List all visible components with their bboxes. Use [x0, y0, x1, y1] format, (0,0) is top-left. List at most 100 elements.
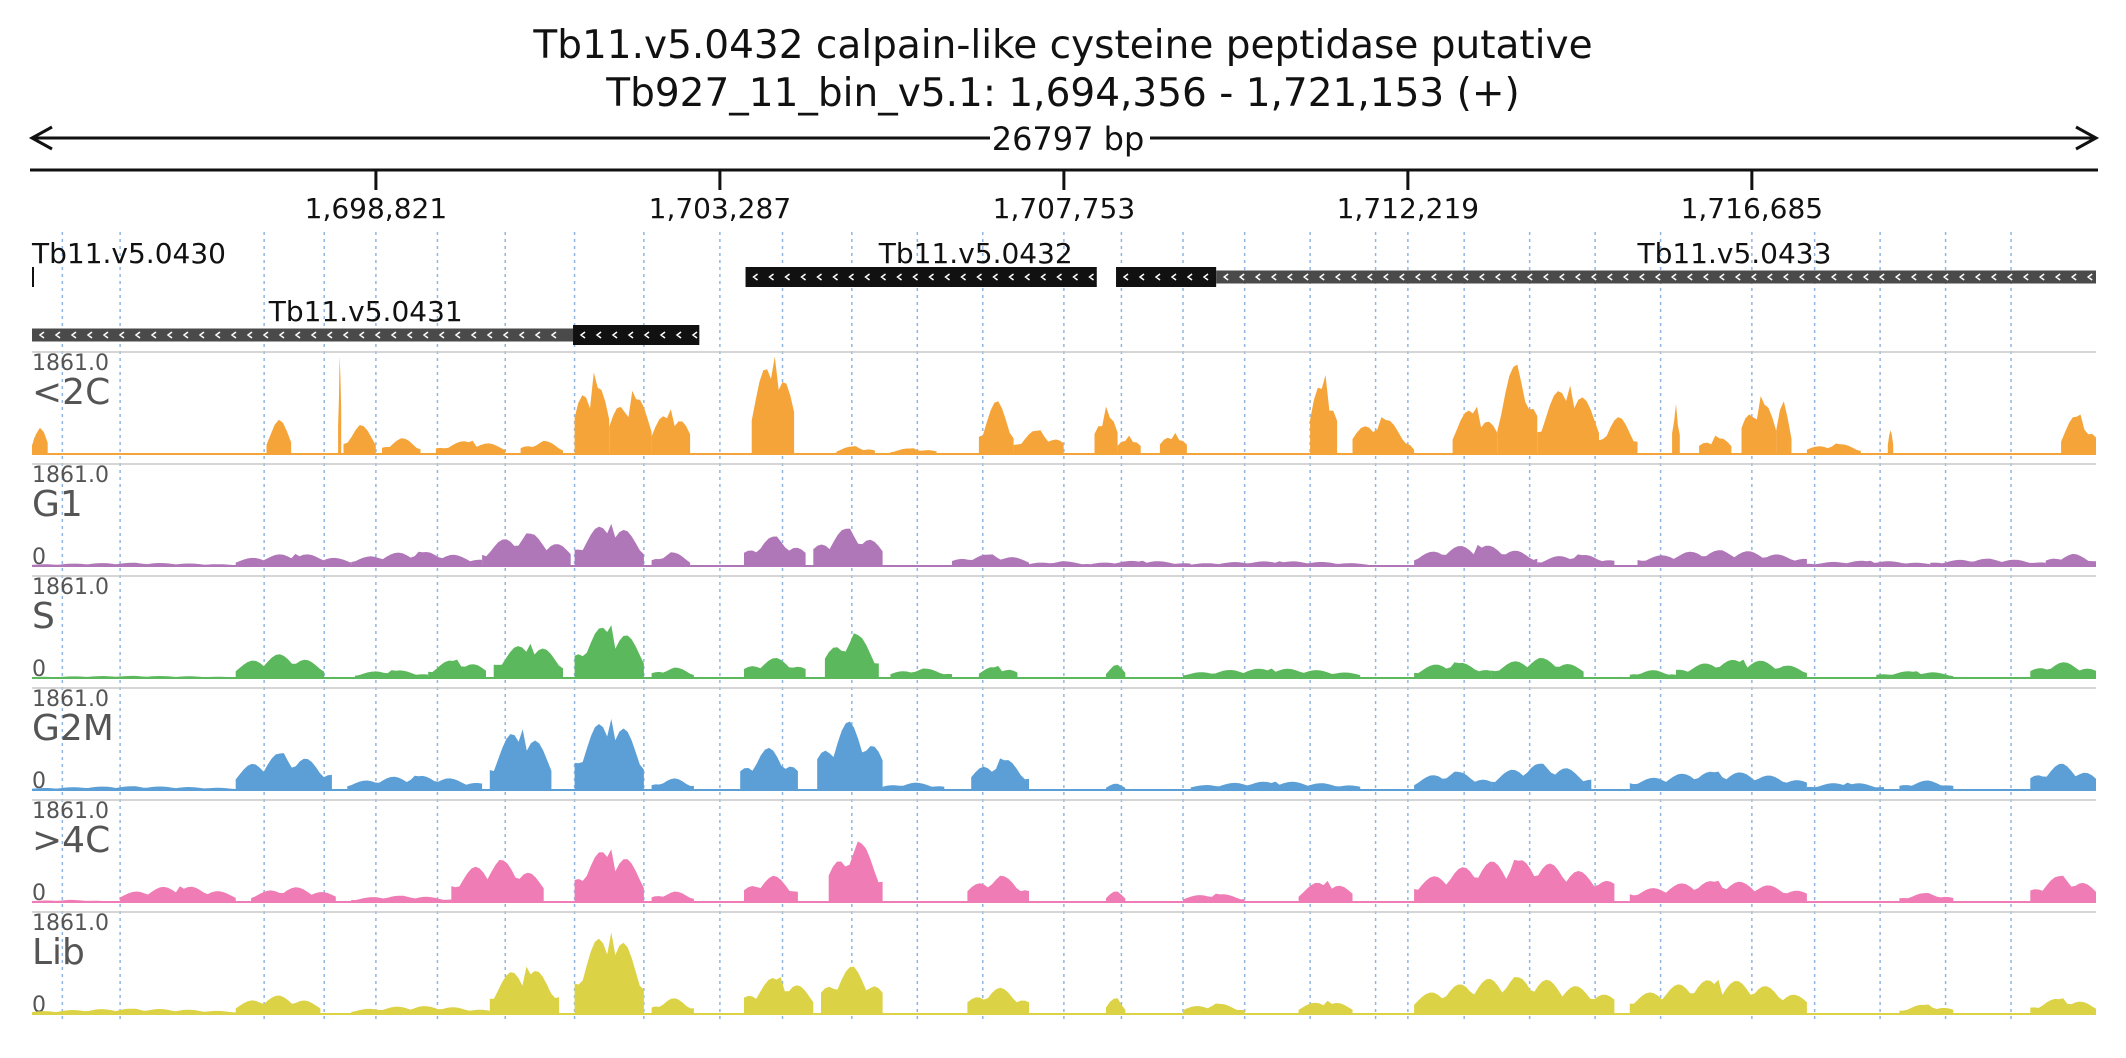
coverage-peak — [651, 667, 694, 678]
coverage-peak — [1741, 396, 1777, 454]
coverage-peak — [836, 446, 875, 454]
gene-label: Tb11.v5.0433 — [1636, 237, 1831, 270]
coverage-peak — [1106, 891, 1126, 902]
x-tick-label: 1,707,753 — [993, 192, 1136, 225]
track-name-label: <2C — [32, 372, 110, 413]
coverage-peak — [890, 668, 952, 678]
coverage-peak — [744, 977, 814, 1014]
coverage-peak — [1930, 558, 2046, 566]
coverage-peak — [1491, 658, 1584, 678]
coverage-peak — [2030, 998, 2096, 1014]
coverage-peak — [351, 895, 452, 902]
coverage-peak — [609, 390, 652, 454]
chart-subtitle: Tb927_11_bin_v5.1: 1,694,356 - 1,721,153… — [605, 71, 1519, 116]
coverage-peak — [482, 533, 571, 566]
coverage-peak — [1398, 443, 1415, 454]
coverage-peak — [890, 448, 937, 454]
coverage-peak — [1183, 1003, 1245, 1014]
coverage-peak — [1806, 560, 1931, 566]
coverage-peak — [813, 528, 883, 566]
coverage-peak — [32, 899, 105, 902]
gene-utr-segment — [32, 328, 574, 342]
coverage-peak — [351, 551, 483, 566]
x-tick-label: 1,698,821 — [305, 192, 448, 225]
span-arrow — [28, 125, 2100, 151]
gene-cds-segment — [1116, 267, 1217, 287]
coverage-peak — [235, 553, 352, 566]
coverage-peak — [1537, 385, 1599, 454]
coverage-peak — [740, 747, 798, 790]
coverage-peak — [338, 356, 342, 454]
coverage-peak — [1629, 771, 1807, 790]
coverage-peak — [744, 536, 806, 566]
coverage-peak — [32, 1008, 236, 1014]
coverage-peak — [1599, 417, 1638, 454]
track-max-label: 1861.0 — [32, 911, 109, 936]
coverage-peak — [824, 633, 879, 678]
coverage-peak — [1117, 435, 1141, 454]
coverage-peak — [978, 665, 1018, 678]
coverage-peak — [428, 659, 486, 678]
coverage-peak — [266, 419, 292, 454]
coverage-peak — [1414, 977, 1615, 1014]
coverage-peak — [967, 987, 1029, 1014]
track-zero-label: 0 — [32, 545, 46, 570]
coverage-peak — [235, 753, 332, 790]
coverage-peak — [32, 675, 236, 678]
coverage-peak — [744, 658, 806, 678]
coverage-peak — [967, 875, 1029, 902]
coverage-peak — [2030, 662, 2096, 678]
coverage-tracks: 1861.0<2C01861.0G101861.0S01861.0G2M0186… — [32, 351, 2096, 1018]
track-name-label: G2M — [32, 708, 114, 749]
coverage-peak — [817, 721, 883, 790]
coverage-peak — [435, 440, 506, 454]
coverage-peak — [751, 356, 795, 454]
x-tick-label: 1,703,287 — [649, 192, 792, 225]
chart-title: Tb11.v5.0432 calpain-like cysteine pepti… — [532, 23, 1592, 68]
coverage-peak — [1899, 1004, 1954, 1014]
coverage-peak — [574, 718, 644, 790]
coverage-peak — [120, 886, 236, 902]
coverage-peak — [1190, 561, 1368, 566]
coverage-peak — [574, 625, 644, 678]
coverage-peak — [1629, 670, 1676, 678]
track-max-label: 1861.0 — [32, 687, 109, 712]
coverage-peak — [343, 425, 376, 454]
coverage-peak — [651, 998, 694, 1014]
strand-arrow-glyphs — [579, 331, 698, 339]
coverage-peak — [651, 409, 691, 454]
gene-label: Tb11.v5.0431 — [268, 295, 463, 328]
track-max-label: 1861.0 — [32, 799, 109, 824]
coverage-peak — [1672, 404, 1680, 454]
coverage-peak — [32, 786, 236, 790]
coverage-peak — [1887, 430, 1894, 454]
coverage-peak — [351, 1006, 490, 1014]
x-tick-label: 1,712,219 — [1337, 192, 1480, 225]
coverage-peak — [493, 643, 563, 678]
gene-label: Tb11.v5.0430 — [31, 237, 226, 270]
coverage-peak — [1452, 406, 1498, 454]
gene-cds-segment — [573, 325, 700, 345]
coverage-peak — [1776, 401, 1792, 454]
coverage-peak — [1298, 1000, 1353, 1014]
coverage-peak — [1013, 430, 1064, 454]
coverage-peak — [651, 891, 694, 902]
coverage-peak — [235, 995, 321, 1014]
coverage-peak — [971, 758, 1029, 790]
coverage-peak — [1699, 435, 1732, 454]
coverage-peak — [651, 778, 694, 790]
coverage-peak — [1183, 668, 1361, 678]
coverage-peak — [744, 875, 798, 902]
track-zero-label: 0 — [32, 769, 46, 794]
coverage-peak — [489, 966, 560, 1014]
coverage-peak — [1414, 544, 1538, 566]
track-name-label: >4C — [32, 820, 110, 861]
track-max-label: 1861.0 — [32, 351, 109, 376]
track-name-label: S — [32, 596, 55, 637]
coverage-peak — [952, 554, 1029, 566]
track-zero-label: 0 — [32, 881, 46, 906]
strand-arrow-glyphs — [38, 331, 557, 339]
coverage-peak — [1806, 443, 1861, 454]
coverage-peak — [1090, 560, 1191, 566]
